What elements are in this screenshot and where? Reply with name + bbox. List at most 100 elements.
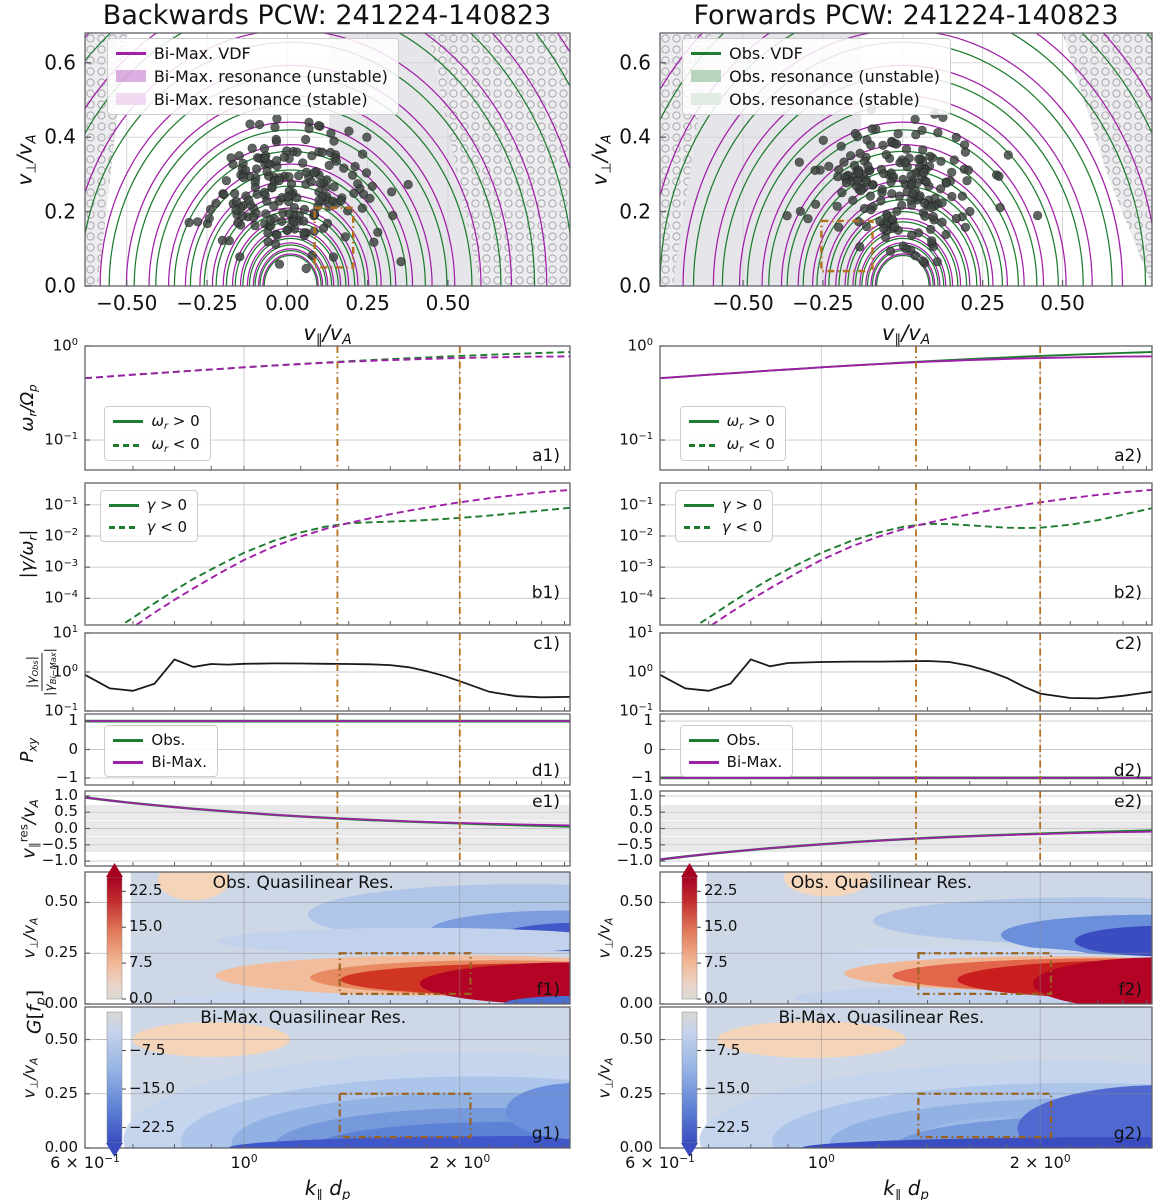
plot-frame xyxy=(659,32,1153,287)
colorbar-tick-label: 0.0 xyxy=(704,989,728,1008)
colorbar-tick-label: −22.5 xyxy=(704,1117,750,1136)
legend-row: Bi-Max. resonance (stable) xyxy=(115,90,388,109)
text-segment: v xyxy=(12,173,37,185)
text-segment: −3 xyxy=(638,558,653,570)
series-line xyxy=(85,351,570,380)
legend-label: ωr < 0 xyxy=(727,435,775,455)
canvas-e1 xyxy=(84,790,571,867)
text-segment: /v xyxy=(18,806,40,824)
text-segment: v xyxy=(594,948,614,959)
obs-contour xyxy=(254,244,327,286)
text-segment: 0 xyxy=(643,739,653,758)
canvas-e2 xyxy=(659,790,1153,867)
ytick-label: 0.4 xyxy=(619,124,651,149)
series-line xyxy=(660,351,1152,380)
x-axis-label-vdf2: v∥/vA xyxy=(882,322,930,348)
ytick-label: 0.0 xyxy=(629,820,653,837)
series-group xyxy=(119,488,570,625)
vdf-data-point xyxy=(918,256,928,266)
text-segment: −1 xyxy=(638,701,653,713)
ytick-label: 1.0 xyxy=(54,787,78,804)
vdf-data-point xyxy=(917,125,927,135)
canvas-g1 xyxy=(84,1006,571,1157)
plot-frame xyxy=(84,345,571,471)
ytick-label: 0.50 xyxy=(44,1029,78,1048)
vdf-data-point xyxy=(937,217,947,227)
panel-e1: 1.0 0.5 0.0 −0.5 −1.0 v∥res/vA e1) xyxy=(17,787,571,868)
text-segment: r xyxy=(25,535,40,541)
vdf-data-point xyxy=(941,229,951,240)
text-segment: v xyxy=(594,1088,614,1098)
plot-frame xyxy=(659,482,1153,626)
vdf-data-point xyxy=(234,151,244,161)
text-segment: A xyxy=(599,134,615,144)
bimax-contour xyxy=(780,144,1025,286)
ytick-label: 0.25 xyxy=(44,1083,78,1102)
series-group xyxy=(85,658,570,699)
ytick-label: 100 xyxy=(628,663,653,680)
text-segment: p xyxy=(341,1187,351,1200)
x-axis-label-g2: k∥ dp xyxy=(883,1178,929,1200)
text-segment: −1.0 xyxy=(616,851,653,870)
text-segment: ⊥ xyxy=(24,161,40,174)
vdf-data-point xyxy=(947,167,957,177)
vdf-data-point xyxy=(866,140,876,150)
obs-contour xyxy=(263,254,318,286)
vdf-data-point xyxy=(994,171,1004,181)
y-axis-label-f2: v⊥/vA xyxy=(594,918,615,959)
vdf-data-point xyxy=(361,168,372,178)
vdf-data-point xyxy=(833,172,843,182)
vdf-data-point xyxy=(324,160,334,170)
corner-label-d1: d1) xyxy=(531,761,560,782)
vdf-data-point xyxy=(388,210,398,221)
series-line xyxy=(85,796,570,827)
text-segment: |γ xyxy=(23,676,39,688)
ytick-label: 101 xyxy=(628,624,653,641)
stable-resonance-hatch xyxy=(1062,33,1152,286)
vdf-data-point xyxy=(301,263,311,274)
bimax-contour xyxy=(859,235,947,286)
text-segment: xy xyxy=(25,737,40,752)
vdf-data-point xyxy=(184,217,194,228)
ytick-label: 0.25 xyxy=(619,943,653,962)
vdf-data-point xyxy=(221,176,231,186)
vdf-data-point xyxy=(263,237,273,247)
text-segment: d xyxy=(322,1176,342,1200)
obs-contour xyxy=(768,129,1038,286)
bimax-contour xyxy=(257,248,324,286)
series-line xyxy=(660,658,1152,700)
corner-label-f1: f1) xyxy=(536,980,560,1001)
legend-label: Obs. xyxy=(727,731,761,749)
xtick-label: −0.25 xyxy=(792,291,854,315)
colorbar-bar xyxy=(106,876,123,1000)
text-segment: ⊥ xyxy=(599,161,615,174)
resonance-roi-rect xyxy=(338,1092,472,1139)
text-segment: 6 × 10 xyxy=(50,1152,105,1172)
text-segment: < 0 xyxy=(155,518,188,537)
ytick-label: −0.5 xyxy=(42,836,78,853)
ytick-label: 101 xyxy=(53,624,78,641)
vdf-data-point xyxy=(855,242,865,252)
text-segment: 0 xyxy=(1063,1153,1071,1165)
legend-label: Obs. xyxy=(151,731,185,749)
legend-label: γ > 0 xyxy=(722,496,763,514)
text-segment: | xyxy=(23,656,39,661)
legend-row: ωr < 0 xyxy=(688,435,775,455)
vdf-data-point xyxy=(1003,150,1013,160)
vdf-data-point xyxy=(298,158,308,168)
obs-contour xyxy=(155,129,426,286)
vdf-data-point xyxy=(960,140,970,150)
text-segment: P xyxy=(16,751,38,762)
text-segment: γ xyxy=(146,496,156,515)
text-segment: ∥ xyxy=(894,332,902,349)
text-segment: r xyxy=(25,411,40,417)
text-segment: r xyxy=(163,420,169,432)
legend-swatch-line xyxy=(688,738,719,742)
text-segment: 6 × 10 xyxy=(625,1152,680,1172)
text-segment: 10 xyxy=(619,701,639,720)
vdf-data-point xyxy=(928,212,938,222)
vdf-data-point xyxy=(907,230,917,240)
vdf-data-point xyxy=(839,157,849,167)
vdf-data-point xyxy=(319,223,329,233)
